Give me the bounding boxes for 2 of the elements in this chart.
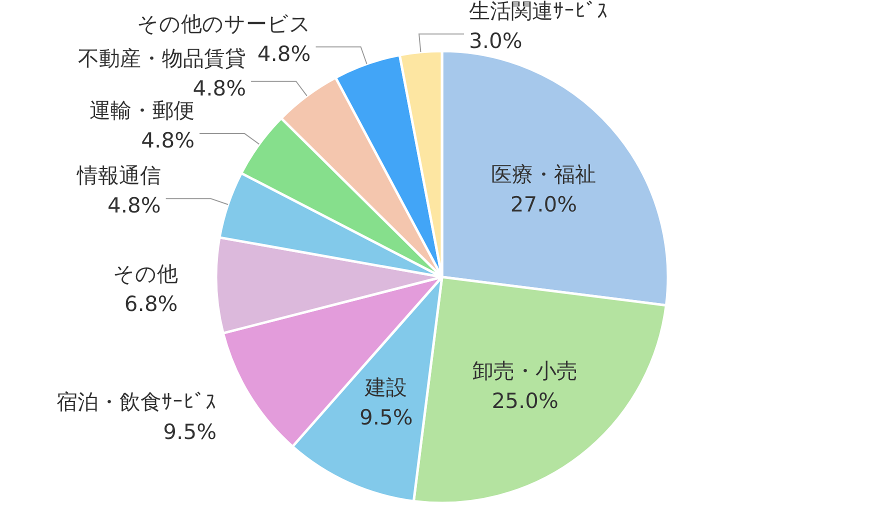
data-label: 4.8%: [257, 42, 311, 66]
slice-label: その他のサービス: [136, 12, 311, 36]
